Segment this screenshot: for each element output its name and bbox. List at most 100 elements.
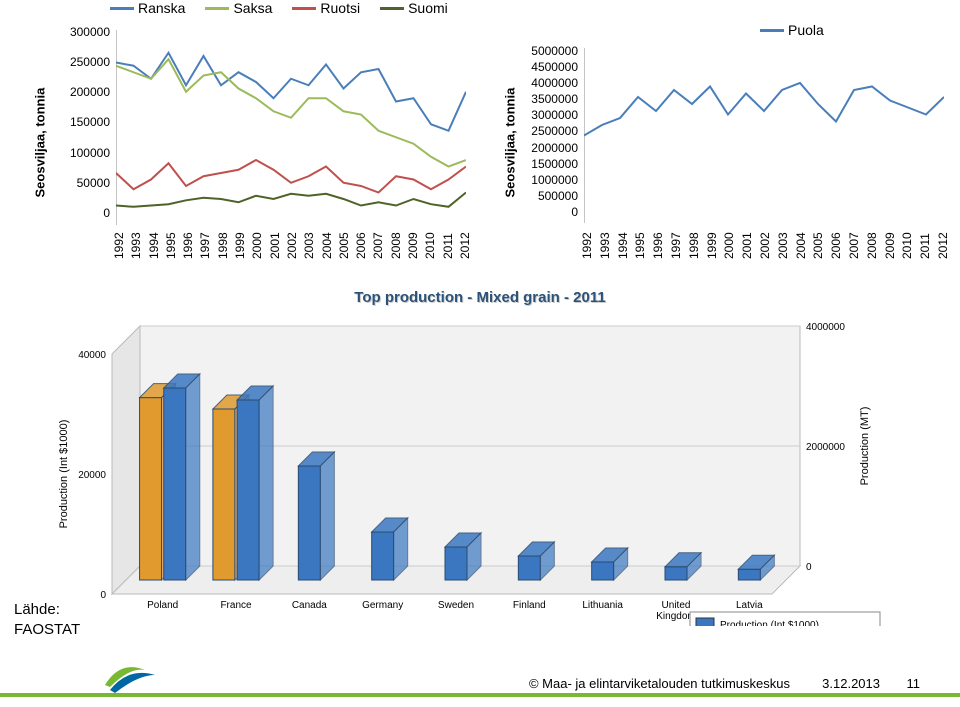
x-tick: 2000 bbox=[250, 245, 264, 259]
x-tick: 2012 bbox=[936, 245, 950, 259]
legend-label: Saksa bbox=[233, 0, 272, 16]
x-tick: 1995 bbox=[633, 245, 647, 259]
bottom-plot-svg: 0 20000 40000 0 2000000 4000000 Production (In… bbox=[40, 306, 920, 626]
legend-item: Saksa bbox=[205, 0, 272, 16]
y-axis-label: Seosviljaa, tonnia bbox=[503, 58, 518, 198]
y-tick: 150000 bbox=[55, 115, 110, 129]
bottom-3d-bar-chart: Top production - Mixed grain - 2011 0 200… bbox=[40, 285, 920, 635]
x-tick: 2004 bbox=[794, 245, 808, 259]
x-tick: 2002 bbox=[285, 245, 299, 259]
svg-text:Production (MT): Production (MT) bbox=[859, 407, 871, 486]
svg-text:Finland: Finland bbox=[513, 600, 546, 611]
legend-item: Puola bbox=[760, 22, 824, 38]
x-tick: 2004 bbox=[320, 245, 334, 259]
legend-swatch bbox=[380, 7, 404, 10]
legend-label: Ranska bbox=[138, 0, 185, 16]
x-tick: 2003 bbox=[776, 245, 790, 259]
x-tick: 1999 bbox=[233, 245, 247, 259]
svg-text:Canada: Canada bbox=[292, 600, 327, 611]
y-tick: 500000 bbox=[520, 189, 578, 203]
x-tick: 1994 bbox=[616, 245, 630, 259]
x-tick: 2006 bbox=[354, 245, 368, 259]
svg-text:0: 0 bbox=[806, 562, 812, 573]
x-tick: 2008 bbox=[389, 245, 403, 259]
y-tick: 100000 bbox=[55, 146, 110, 160]
right-line-chart: Puola Seosviljaa, tonnia 0 500000 100000… bbox=[480, 0, 960, 280]
footer-page: 11 bbox=[907, 676, 921, 691]
svg-text:Poland: Poland bbox=[147, 600, 178, 611]
legend-label: Ruotsi bbox=[320, 0, 360, 16]
y-tick: 3500000 bbox=[520, 92, 578, 106]
x-tick: 1998 bbox=[216, 245, 230, 259]
y-tick: 4500000 bbox=[520, 60, 578, 74]
legend-item: Ruotsi bbox=[292, 0, 360, 16]
svg-text:20000: 20000 bbox=[78, 470, 106, 481]
x-tick: 2010 bbox=[423, 245, 437, 259]
x-tick: 1997 bbox=[669, 245, 683, 259]
right-plot-svg bbox=[584, 48, 944, 223]
legend-swatch bbox=[292, 7, 316, 10]
y-tick: 1000000 bbox=[520, 173, 578, 187]
x-axis-ticks: 1992199319941995199619971998199920002001… bbox=[112, 245, 472, 259]
legend-item: Ranska bbox=[110, 0, 185, 16]
x-tick: 2011 bbox=[441, 245, 455, 259]
x-axis-ticks: 1992199319941995199619971998199920002001… bbox=[580, 245, 950, 259]
y-tick: 1500000 bbox=[520, 157, 578, 171]
y-tick: 3000000 bbox=[520, 108, 578, 122]
footer-credit: © Maa- ja elintarviketalouden tutkimuske… bbox=[529, 676, 790, 691]
x-tick: 2007 bbox=[371, 245, 385, 259]
x-tick: 2001 bbox=[268, 245, 282, 259]
y-tick: 2500000 bbox=[520, 124, 578, 138]
svg-text:Production (Int $1000): Production (Int $1000) bbox=[720, 620, 819, 626]
y-tick: 2000000 bbox=[520, 141, 578, 155]
legend: Puola bbox=[760, 22, 824, 38]
x-tick: 1998 bbox=[687, 245, 701, 259]
svg-text:2000000: 2000000 bbox=[806, 442, 845, 453]
x-tick: 1992 bbox=[580, 245, 594, 259]
svg-text:4000000: 4000000 bbox=[806, 322, 845, 333]
y-tick: 0 bbox=[55, 206, 110, 220]
x-tick: 2009 bbox=[883, 245, 897, 259]
y-tick: 200000 bbox=[55, 85, 110, 99]
svg-text:0: 0 bbox=[100, 590, 106, 601]
x-tick: 1995 bbox=[164, 245, 178, 259]
legend-swatch bbox=[205, 7, 229, 10]
left-line-chart: Ranska Saksa Ruotsi Suomi Seosviljaa, to… bbox=[0, 0, 480, 280]
x-tick: 2002 bbox=[758, 245, 772, 259]
x-tick: 2001 bbox=[740, 245, 754, 259]
legend-item: Suomi bbox=[380, 0, 448, 16]
x-tick: 1996 bbox=[181, 245, 195, 259]
y-tick: 300000 bbox=[55, 25, 110, 39]
x-tick: 1993 bbox=[129, 245, 143, 259]
legend-label: Suomi bbox=[408, 0, 448, 16]
chart-title: Top production - Mixed grain - 2011 bbox=[40, 285, 920, 306]
x-tick: 2010 bbox=[900, 245, 914, 259]
x-tick: 2012 bbox=[458, 245, 472, 259]
y-axis-ticks: 0 500000 1000000 1500000 2000000 2500000… bbox=[520, 44, 578, 219]
x-tick: 2003 bbox=[302, 245, 316, 259]
legend-swatch bbox=[760, 29, 784, 32]
x-tick: 2007 bbox=[847, 245, 861, 259]
x-tick: 2009 bbox=[406, 245, 420, 259]
y-axis-label: Seosviljaa, tonnia bbox=[33, 58, 48, 198]
svg-text:40000: 40000 bbox=[78, 350, 106, 361]
footer-bar bbox=[0, 693, 960, 697]
footer-date: 3.12.2013 bbox=[822, 676, 880, 691]
svg-text:Latvia: Latvia bbox=[736, 600, 763, 611]
left-plot-svg bbox=[116, 30, 466, 225]
x-tick: 2008 bbox=[865, 245, 879, 259]
y-tick: 50000 bbox=[55, 176, 110, 190]
y-axis-ticks: 0 50000 100000 150000 200000 250000 3000… bbox=[55, 25, 110, 220]
svg-text:Production (Int $1000): Production (Int $1000) bbox=[58, 420, 70, 529]
svg-text:Germany: Germany bbox=[362, 600, 403, 611]
x-tick: 1999 bbox=[705, 245, 719, 259]
footer: © Maa- ja elintarviketalouden tutkimuske… bbox=[0, 669, 960, 707]
x-tick: 1992 bbox=[112, 245, 126, 259]
legend-swatch bbox=[110, 7, 134, 10]
x-tick: 1997 bbox=[198, 245, 212, 259]
legend: Ranska Saksa Ruotsi Suomi bbox=[110, 0, 448, 16]
x-tick: 2005 bbox=[337, 245, 351, 259]
legend-label: Puola bbox=[788, 22, 824, 38]
x-tick: 2006 bbox=[829, 245, 843, 259]
svg-text:Sweden: Sweden bbox=[438, 600, 474, 611]
